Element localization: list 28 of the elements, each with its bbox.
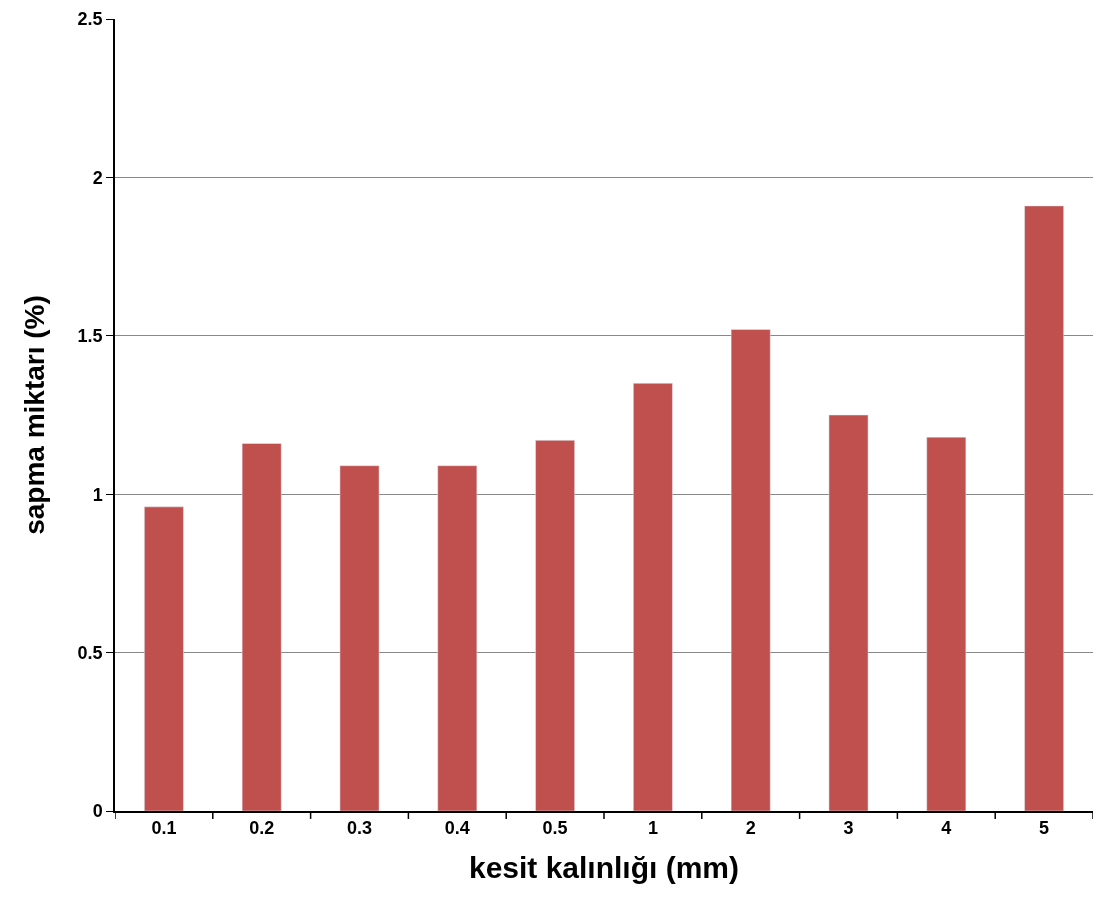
y-axis-title: sapma miktarı (%) bbox=[18, 295, 50, 535]
bar bbox=[926, 436, 967, 811]
x-tick-label: 0.5 bbox=[542, 818, 568, 839]
y-tick-label: 2.5 bbox=[77, 9, 103, 30]
x-axis-title: kesit kalınlığı (mm) bbox=[468, 851, 740, 885]
bar bbox=[730, 329, 771, 811]
x-tick-label: 5 bbox=[1039, 818, 1050, 839]
bar bbox=[633, 383, 673, 811]
y-tick-label: 0.5 bbox=[77, 642, 103, 663]
x-tick-label: 0.1 bbox=[151, 818, 177, 839]
bar bbox=[144, 506, 184, 811]
x-tick-label: 0.4 bbox=[444, 818, 470, 839]
x-tick-label: 1 bbox=[647, 818, 658, 839]
x-tick-label: 2 bbox=[745, 818, 756, 839]
y-tick-label: 1 bbox=[92, 484, 103, 505]
y-tick-label: 0 bbox=[92, 801, 103, 822]
bar bbox=[339, 465, 380, 811]
bar bbox=[241, 443, 282, 811]
x-tick-label: 0.2 bbox=[249, 818, 275, 839]
x-tick-label: 3 bbox=[843, 818, 854, 839]
y-tick-label: 1.5 bbox=[77, 326, 103, 347]
bar bbox=[437, 465, 478, 811]
x-tick-label: 4 bbox=[941, 818, 952, 839]
y-tick-label: 2 bbox=[92, 167, 103, 188]
bar bbox=[1024, 205, 1064, 811]
bar bbox=[535, 440, 575, 811]
bar bbox=[828, 414, 869, 811]
x-tick-label: 0.3 bbox=[346, 818, 373, 839]
